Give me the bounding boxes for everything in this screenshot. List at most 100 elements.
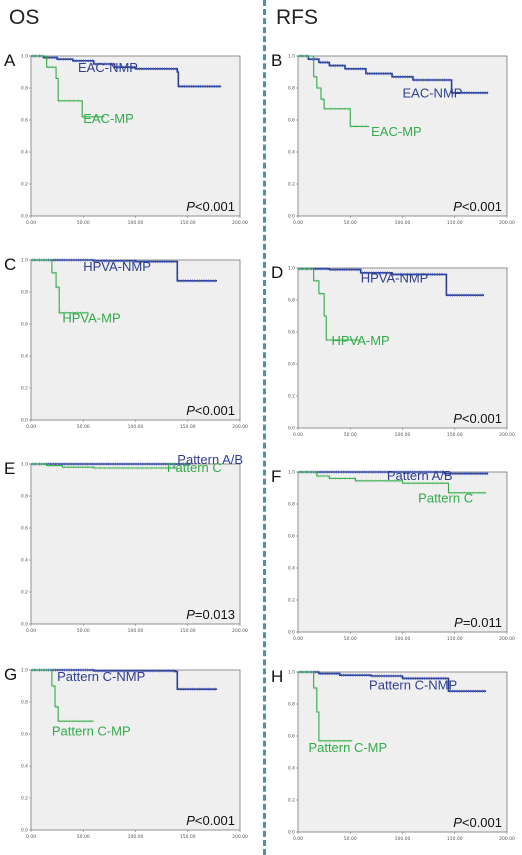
survival-curve bbox=[31, 463, 178, 469]
x-tick-label: 0.00 bbox=[293, 432, 303, 438]
series-label: EAC-NMP bbox=[78, 60, 138, 75]
y-tick-label: 0.0 bbox=[21, 214, 28, 220]
y-tick-label: 0.0 bbox=[21, 622, 28, 628]
series-label: Pattern C-MP bbox=[52, 724, 131, 739]
panel-letter-h: H bbox=[271, 667, 283, 686]
x-tick-label: 150.00 bbox=[447, 432, 463, 438]
y-tick-label: 0.2 bbox=[288, 598, 295, 604]
y-tick-label: 0.2 bbox=[21, 590, 28, 596]
survival-curve bbox=[298, 671, 353, 742]
y-tick-label: 0.4 bbox=[288, 566, 295, 572]
panel-letter-a: A bbox=[4, 51, 16, 70]
km-panel-e: E 0.0 0.2 0.4 0.6 0.8 1.0 0.00 50.00 100.00 150.00… bbox=[4, 452, 248, 634]
y-tick-label: 0.4 bbox=[21, 354, 28, 360]
panel-letter-g: G bbox=[4, 665, 17, 684]
series-green-a: EAC-MP bbox=[31, 54, 134, 126]
y-tick-label: 0.6 bbox=[288, 118, 295, 124]
survival-curve bbox=[298, 471, 487, 494]
km-panel-c: C 0.0 0.2 0.4 0.6 0.8 1.0 0.00 50.00 100.00 150.00… bbox=[4, 255, 248, 430]
plot-area-a bbox=[30, 55, 241, 217]
y-tick-label: 0.0 bbox=[21, 418, 28, 424]
survival-curve bbox=[31, 55, 105, 118]
x-tick-label: 0.00 bbox=[26, 220, 36, 226]
survival-curve bbox=[31, 259, 218, 282]
y-tick-label: 0.8 bbox=[21, 700, 28, 706]
os-column-title: OS bbox=[9, 6, 40, 29]
y-tick-label: 1.0 bbox=[21, 668, 28, 674]
y-tick-label: 0.4 bbox=[288, 150, 295, 156]
x-tick-label: 150.00 bbox=[180, 628, 196, 634]
y-tick-label: 0.2 bbox=[288, 182, 295, 188]
survival-curve bbox=[298, 268, 485, 296]
y-tick-label: 0.0 bbox=[288, 426, 295, 432]
x-tick-label: 0.00 bbox=[26, 424, 36, 430]
y-tick-label: 0.8 bbox=[288, 86, 295, 92]
x-tick-label: 100.00 bbox=[395, 636, 411, 642]
series-label: Pattern A/B bbox=[177, 452, 243, 467]
km-panel-b: B 0.0 0.2 0.4 0.6 0.8 1.0 0.00 50.00 100.00 150.00… bbox=[271, 51, 515, 226]
panel-letter-c: C bbox=[4, 255, 16, 274]
x-tick-label: 0.00 bbox=[293, 636, 303, 642]
x-tick-label: 150.00 bbox=[180, 424, 196, 430]
panel-letter-f: F bbox=[271, 467, 281, 486]
survival-curve bbox=[298, 471, 489, 475]
y-tick-label: 1.0 bbox=[288, 54, 295, 60]
km-panel-a: A 0.0 0.2 0.4 0.6 0.8 1.0 0.00 50.00 100.00 150.00… bbox=[4, 51, 248, 226]
series-green-h: Pattern C-MP bbox=[298, 670, 387, 755]
x-tick-label: 50.00 bbox=[77, 220, 90, 226]
survival-curve bbox=[298, 55, 370, 127]
y-tick-label: 0.8 bbox=[21, 494, 28, 500]
x-tick-label: 150.00 bbox=[447, 836, 463, 842]
km-panel-d: D 0.0 0.2 0.4 0.6 0.8 1.0 0.00 50.00 100.00 150.00… bbox=[271, 263, 515, 438]
x-tick-label: 100.00 bbox=[128, 424, 144, 430]
x-tick-label: 200.00 bbox=[499, 636, 515, 642]
x-tick-label: 50.00 bbox=[344, 636, 357, 642]
y-tick-label: 0.6 bbox=[288, 534, 295, 540]
series-navy-b: EAC-NMP bbox=[298, 54, 489, 101]
y-tick-label: 0.4 bbox=[288, 362, 295, 368]
y-tick-label: 0.8 bbox=[21, 86, 28, 92]
x-tick-label: 50.00 bbox=[344, 220, 357, 226]
x-tick-label: 0.00 bbox=[26, 628, 36, 634]
y-tick-label: 0.4 bbox=[21, 150, 28, 156]
x-tick-label: 50.00 bbox=[77, 628, 90, 634]
series-label: Pattern C-MP bbox=[308, 740, 387, 755]
x-tick-label: 200.00 bbox=[499, 220, 515, 226]
p-value-d: P<0.001 bbox=[453, 411, 502, 426]
series-green-e: Pattern C bbox=[31, 460, 222, 475]
rfs-column-title: RFS bbox=[276, 6, 318, 29]
plot-area-d bbox=[297, 267, 508, 429]
y-tick-label: 0.0 bbox=[288, 830, 295, 836]
x-tick-label: 50.00 bbox=[77, 424, 90, 430]
x-tick-label: 150.00 bbox=[447, 220, 463, 226]
series-navy-g: Pattern C-NMP bbox=[31, 668, 218, 691]
y-tick-label: 1.0 bbox=[21, 54, 28, 60]
panel-letter-e: E bbox=[4, 459, 15, 478]
p-value-b: P<0.001 bbox=[453, 199, 502, 214]
y-tick-label: 0.2 bbox=[21, 796, 28, 802]
plot-area-g bbox=[30, 669, 241, 831]
y-tick-label: 0.2 bbox=[288, 394, 295, 400]
y-tick-label: 0.6 bbox=[21, 118, 28, 124]
p-value-c: P<0.001 bbox=[186, 403, 235, 418]
survival-curve bbox=[31, 259, 89, 314]
y-tick-label: 0.2 bbox=[21, 386, 28, 392]
series-label: HPVA-NMP bbox=[83, 259, 151, 274]
y-tick-label: 0.4 bbox=[21, 558, 28, 564]
x-tick-label: 150.00 bbox=[447, 636, 463, 642]
y-tick-label: 0.6 bbox=[21, 526, 28, 532]
x-tick-label: 200.00 bbox=[499, 432, 515, 438]
y-tick-label: 0.6 bbox=[288, 734, 295, 740]
x-tick-label: 100.00 bbox=[395, 836, 411, 842]
series-navy-f: Pattern A/B bbox=[298, 468, 489, 483]
y-tick-label: 0.8 bbox=[288, 702, 295, 708]
y-tick-label: 1.0 bbox=[21, 462, 28, 468]
x-tick-label: 0.00 bbox=[26, 834, 36, 840]
x-tick-label: 100.00 bbox=[395, 432, 411, 438]
panel-letter-b: B bbox=[271, 51, 282, 70]
y-tick-label: 1.0 bbox=[288, 266, 295, 272]
x-tick-label: 0.00 bbox=[293, 220, 303, 226]
series-label: Pattern C-NMP bbox=[57, 669, 145, 684]
x-tick-label: 100.00 bbox=[128, 834, 144, 840]
y-tick-label: 1.0 bbox=[21, 258, 28, 264]
